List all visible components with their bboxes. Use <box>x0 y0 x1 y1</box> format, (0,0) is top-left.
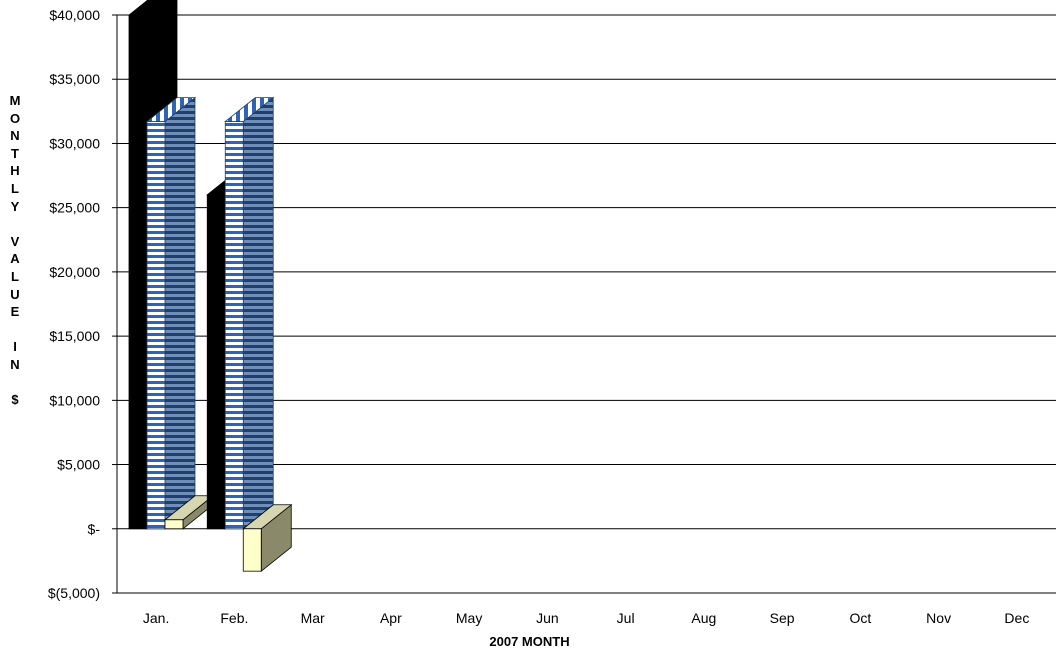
bars <box>127 0 293 572</box>
x-tick-label: Feb. <box>220 610 248 626</box>
y-axis-label-letter: U <box>10 286 20 302</box>
bar-front <box>206 194 226 530</box>
x-tick-label: Oct <box>849 610 871 626</box>
y-axis-label-letter: L <box>11 180 19 196</box>
y-axis-label-letter: L <box>11 268 19 284</box>
x-tick-label: Nov <box>926 610 951 626</box>
x-tick-label: Jan. <box>143 610 169 626</box>
bar-front <box>128 14 148 530</box>
x-tick-label: Jun <box>536 610 559 626</box>
bar-front <box>224 121 244 530</box>
x-tick-label: Jul <box>617 610 635 626</box>
y-axis-label-letter: H <box>10 163 20 179</box>
y-tick-label: $15,000 <box>49 328 100 344</box>
bar <box>145 96 197 530</box>
y-tick-label: $5,000 <box>57 457 100 473</box>
y-axis-label-letter: T <box>11 145 19 161</box>
y-axis-label-letter: $ <box>11 392 19 408</box>
x-tick-label: Aug <box>691 610 716 626</box>
y-axis-label-letter: A <box>10 251 20 267</box>
y-axis-label-letter <box>0 321 30 339</box>
x-tick-label: Sep <box>770 610 795 626</box>
y-tick-label: $30,000 <box>49 135 100 151</box>
y-axis-label-letter: E <box>10 304 20 320</box>
y-axis-label-letter: M <box>9 93 21 108</box>
axes <box>116 15 1056 594</box>
y-axis-label-letter: V <box>10 233 20 249</box>
y-tick-label: $35,000 <box>49 71 100 87</box>
y-axis-label-letter <box>0 374 30 392</box>
y-tick-label: $(5,000) <box>48 585 100 601</box>
y-tick-label: $25,000 <box>49 200 100 216</box>
y-tick-label: $- <box>88 521 101 537</box>
y-axis-label-letter: I <box>13 339 17 355</box>
y-axis-label-letter: O <box>9 110 21 126</box>
bar-side <box>242 96 274 530</box>
x-tick-label: Dec <box>1004 610 1029 626</box>
bar <box>242 503 293 572</box>
bar-front <box>146 121 166 530</box>
y-axis-label-letter: N <box>10 356 20 372</box>
y-axis-label-letter: N <box>10 128 20 144</box>
x-axis-label: 2007 MONTH <box>489 634 570 649</box>
bar-front <box>164 519 184 530</box>
x-tick-label: Apr <box>380 610 402 626</box>
x-tick-label: Mar <box>301 610 325 626</box>
x-tick-label: May <box>456 610 482 626</box>
bar <box>224 96 275 530</box>
y-axis-label-letter <box>0 215 30 233</box>
y-tick-label: $20,000 <box>49 264 100 280</box>
y-axis-label-letter: Y <box>10 198 20 214</box>
y-tick-label: $10,000 <box>49 392 100 408</box>
bar-side <box>164 96 196 530</box>
y-tick-labels: $(5,000) $- $5,000 $10,000 $15,000 $20,000 $25… <box>48 7 100 601</box>
x-tick-labels: Jan. Feb. Mar Apr May Jun Jul Aug Sep Oct Nov Dec <box>143 610 1029 626</box>
bar-front <box>242 528 262 572</box>
y-tick-label: $40,000 <box>49 7 100 23</box>
